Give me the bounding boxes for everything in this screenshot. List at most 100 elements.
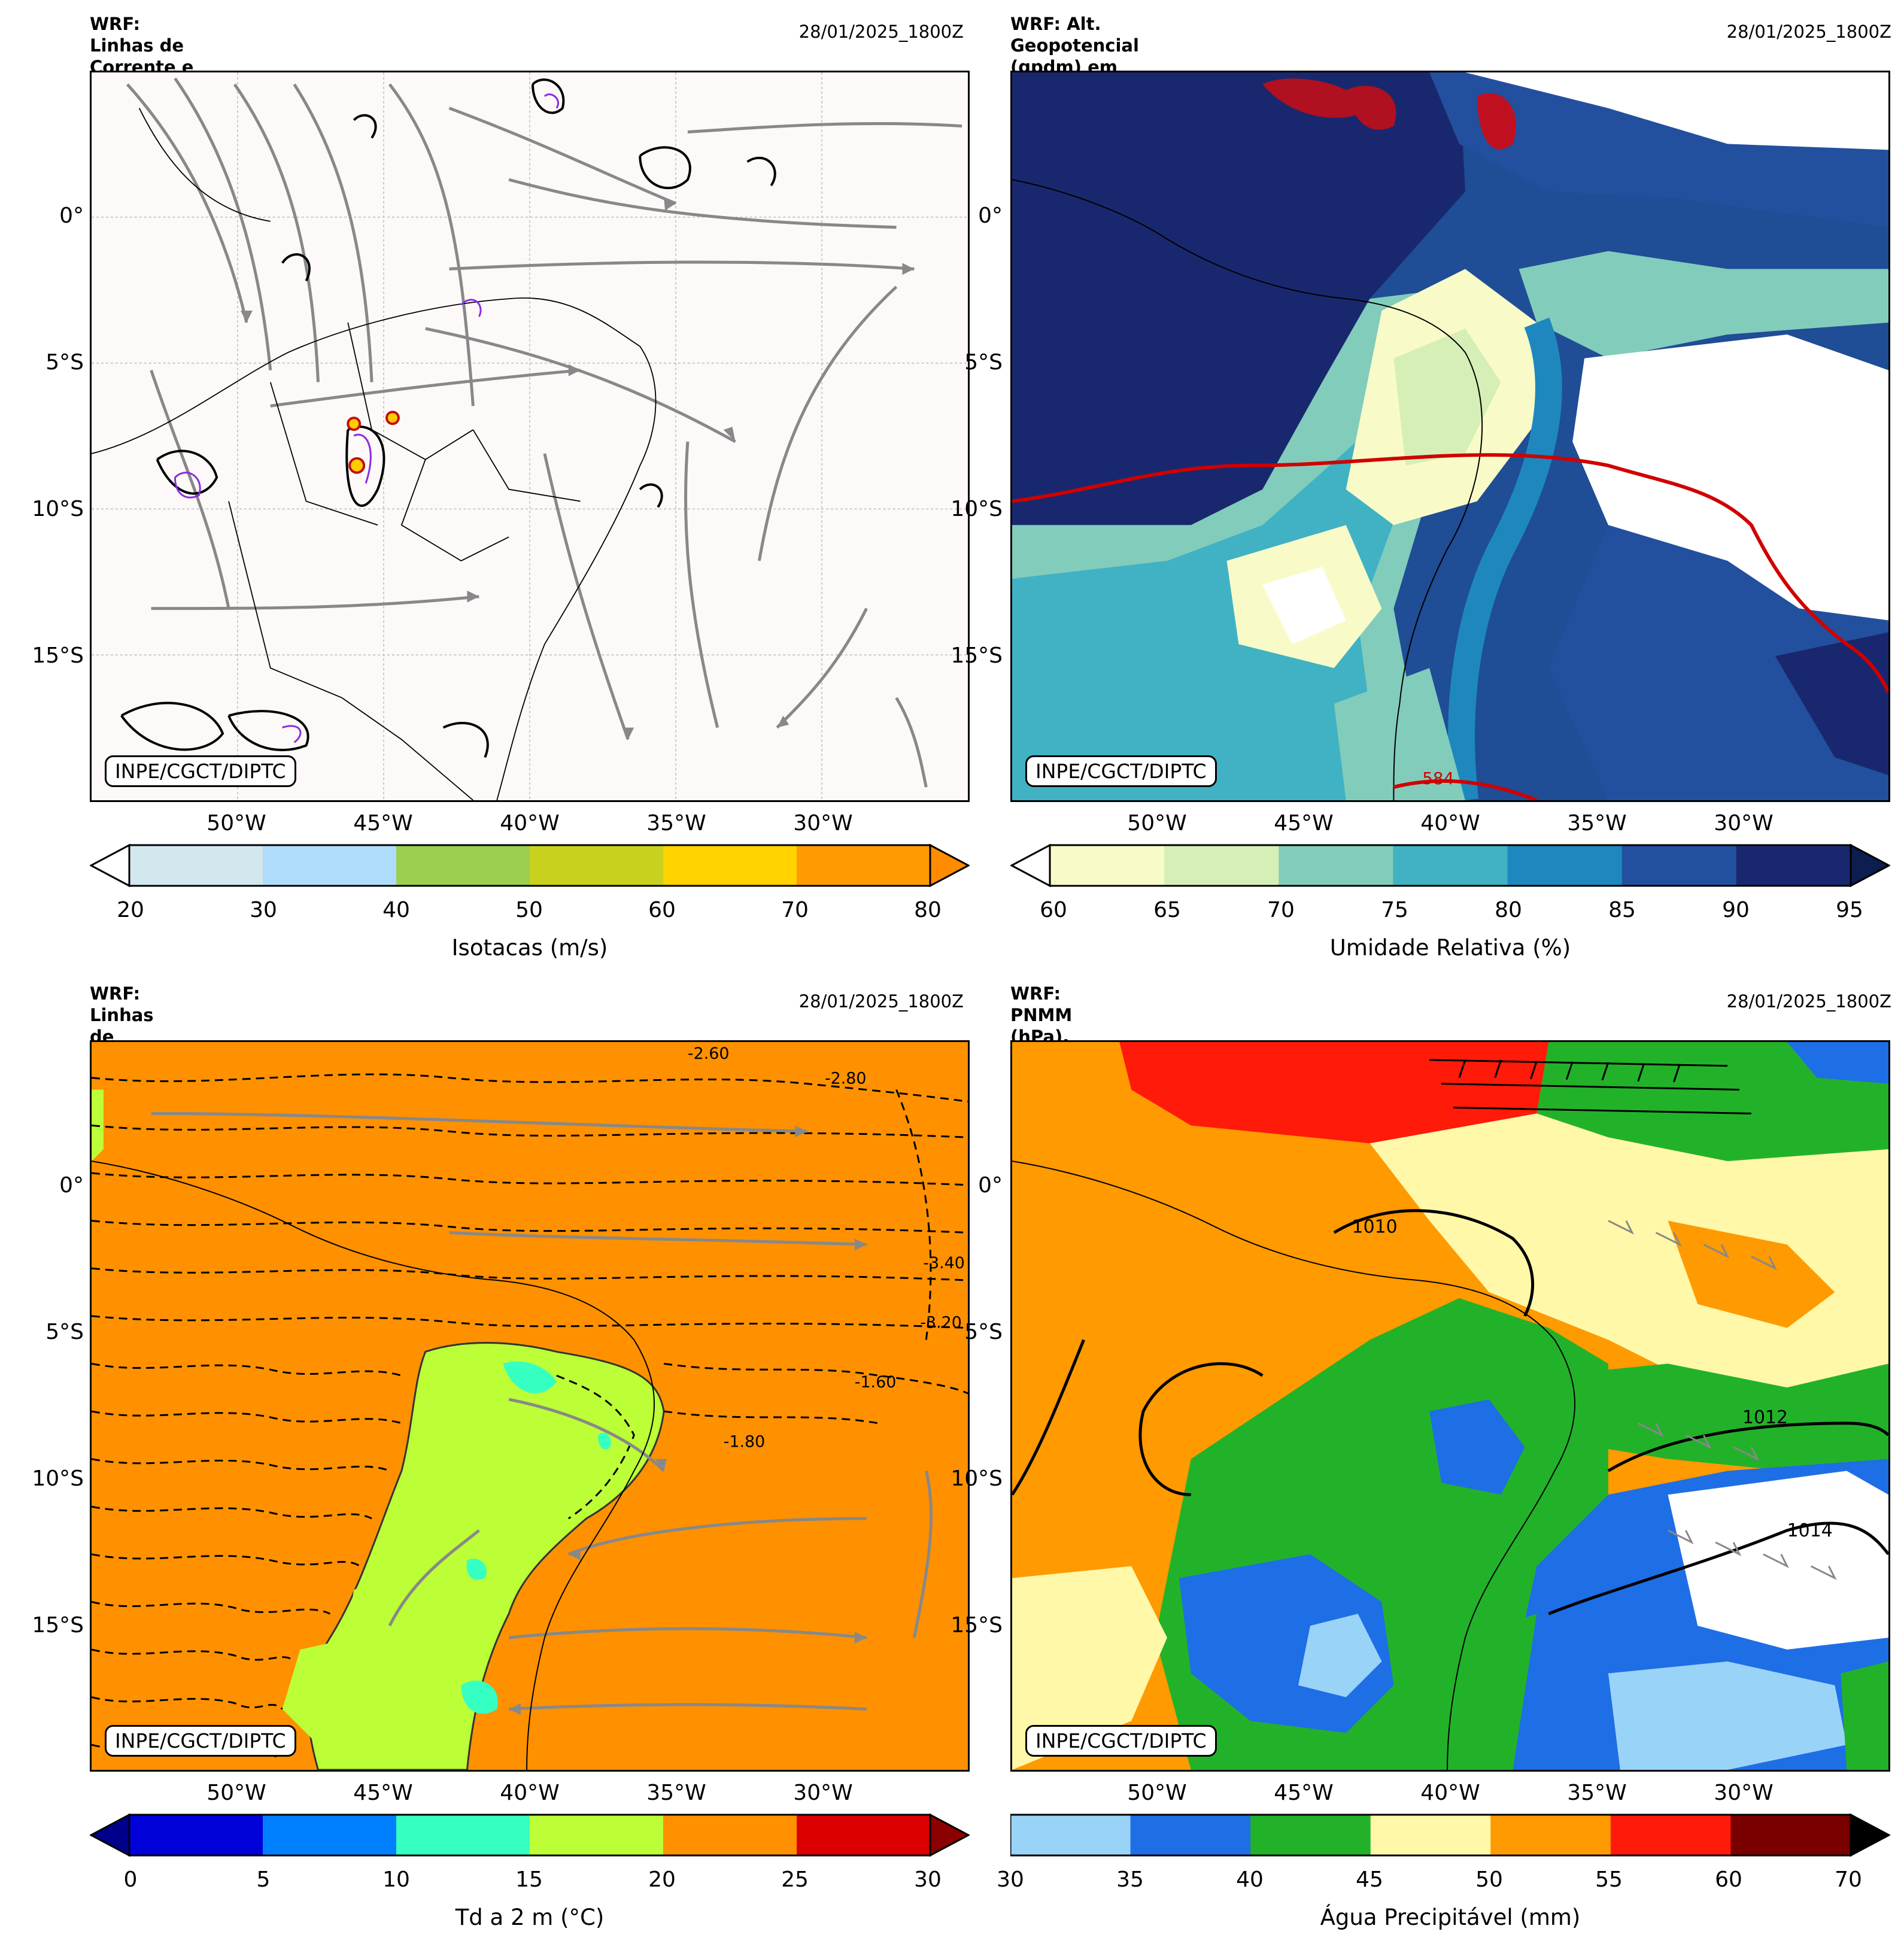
colorbar-svg	[89, 843, 971, 888]
colorbar-outline	[1009, 1814, 1852, 1857]
colorbar-swatch	[1507, 845, 1623, 886]
lat-label: 15°S	[951, 643, 1003, 668]
colorbar-swatch	[263, 1815, 397, 1855]
colorbar-tick: 20	[117, 898, 144, 922]
colorbar-tick: 70	[781, 898, 809, 922]
lat-label: 5°S	[45, 350, 84, 375]
lon-label: 35°W	[1567, 1781, 1627, 1805]
colorbar-swatch	[1010, 1815, 1131, 1855]
contour-label: -2.60	[688, 1044, 730, 1063]
streamline-layer	[92, 72, 968, 800]
contour-label: -1.60	[855, 1373, 897, 1392]
credit-label: INPE/CGCT/DIPTC	[1025, 755, 1217, 787]
lon-label: 50°W	[1127, 1781, 1187, 1805]
colorbar-swatch	[1621, 845, 1737, 886]
colorbar-swatch	[663, 1815, 797, 1855]
colorbar-extend-high	[1850, 843, 1891, 888]
colorbar-tick: 60	[648, 898, 676, 922]
colorbar-outline	[128, 1814, 931, 1857]
colorbar-swatch	[129, 1815, 263, 1855]
colorbar-swatch	[1736, 845, 1851, 886]
colorbar-swatch	[1250, 1815, 1371, 1855]
lon-label: 40°W	[1420, 811, 1480, 836]
colorbar-tick: 5	[256, 1867, 271, 1892]
colorbar-tick: 30	[250, 898, 277, 922]
precipitable-water-layer: 1010 1012 1014	[1012, 1042, 1888, 1770]
lon-label: 30°W	[793, 811, 853, 836]
contour-label: -3.20	[920, 1314, 962, 1332]
colorbar-swatch	[530, 1815, 664, 1855]
colorbar-tick: 55	[1595, 1867, 1623, 1892]
colorbar-swatch	[663, 845, 797, 886]
colorbar-tick: 65	[1153, 898, 1181, 922]
colorbar-tick: 20	[648, 1867, 676, 1892]
colorbar-swatch	[129, 845, 263, 886]
colorbar-extend-high	[929, 843, 971, 888]
lon-label: 40°W	[1420, 1781, 1480, 1805]
lon-label: 45°W	[1274, 811, 1334, 836]
isobar-label: 1014	[1787, 1520, 1833, 1541]
colorbar-swatch	[530, 845, 664, 886]
colorbar-tick: 0	[123, 1867, 138, 1892]
colorbar-outline	[1049, 844, 1852, 887]
lat-label: 10°S	[951, 497, 1003, 521]
lat-label: 0°	[59, 1173, 84, 1198]
colorbar-swatch	[1730, 1815, 1851, 1855]
lat-label: 5°S	[964, 1320, 1003, 1344]
colorbar-tick: 80	[914, 898, 942, 922]
colorbar-tick: 95	[1836, 898, 1863, 922]
colorbar-isotacas	[89, 843, 971, 888]
lon-label: 35°W	[646, 811, 706, 836]
colorbar-swatch	[1610, 1815, 1731, 1855]
isobar-label: 1010	[1352, 1216, 1398, 1237]
colorbar-label: Td a 2 m (°C)	[455, 1905, 605, 1930]
colorbar-tick: 85	[1608, 898, 1636, 922]
isobar-label: 1012	[1742, 1407, 1788, 1428]
map-dewpoint[interactable]: -2.60 -2.80 -3.40 -3.20 -1.80 -1.60 INPE…	[90, 1040, 970, 1772]
map-precipitable-water[interactable]: 1010 1012 1014 INPE/CGCT/DIPTC	[1010, 1040, 1890, 1772]
colorbar-swatch	[1164, 845, 1279, 886]
contour-label: -2.80	[825, 1070, 867, 1088]
credit-label: INPE/CGCT/DIPTC	[105, 755, 296, 787]
colorbar-swatch	[263, 845, 397, 886]
lat-label: 5°S	[964, 350, 1003, 375]
colorbar-svg	[1009, 843, 1891, 888]
colorbar-tick: 30	[997, 1867, 1024, 1892]
dewpoint-field-layer: -2.60 -2.80 -3.40 -3.20 -1.80 -1.60	[92, 1044, 968, 1770]
colorbar-swatch	[1279, 845, 1393, 886]
colorbar-extend-low	[89, 1813, 130, 1857]
lat-label: 15°S	[32, 1613, 84, 1638]
colorbar-swatch	[1393, 845, 1508, 886]
credit-label: INPE/CGCT/DIPTC	[1025, 1725, 1217, 1757]
colorbar-tick: 10	[382, 1867, 410, 1892]
contour-label: -3.40	[923, 1254, 965, 1272]
colorbar-tick: 60	[1715, 1867, 1742, 1892]
colorbar-swatch	[396, 845, 530, 886]
lon-label: 35°W	[646, 1781, 706, 1805]
colorbar-label: Umidade Relativa (%)	[1329, 935, 1571, 961]
colorbar-svg	[89, 1813, 971, 1857]
colorbar-tick: 70	[1835, 1867, 1862, 1892]
colorbar-svg	[1009, 1813, 1891, 1857]
lat-label: 0°	[978, 1173, 1003, 1198]
lon-label: 35°W	[1567, 811, 1627, 836]
lon-label: 50°W	[207, 811, 266, 836]
lat-label: 10°S	[951, 1466, 1003, 1491]
colorbar-swatch	[1130, 1815, 1251, 1855]
map-humidity-850hpa[interactable]: 584 INPE/CGCT/DIPTC	[1010, 71, 1890, 802]
colorbar-label: Água Precipitável (mm)	[1320, 1905, 1581, 1930]
lon-label: 30°W	[793, 1781, 853, 1805]
colorbar-tick: 80	[1495, 898, 1522, 922]
colorbar-td	[89, 1813, 971, 1857]
colorbar-tick: 45	[1356, 1867, 1383, 1892]
colorbar-label: Isotacas (m/s)	[451, 935, 608, 961]
panel-date: 28/01/2025_1800Z	[798, 991, 964, 1012]
lon-label: 40°W	[500, 811, 560, 836]
colorbar-swatch	[1370, 1815, 1491, 1855]
colorbar-tick: 75	[1381, 898, 1408, 922]
colorbar-swatch	[797, 845, 931, 886]
colorbar-tick: 90	[1722, 898, 1750, 922]
map-250hpa[interactable]: INPE/CGCT/DIPTC	[90, 71, 970, 802]
humidity-field-layer: 584	[1012, 72, 1888, 800]
lon-label: 30°W	[1714, 811, 1774, 836]
